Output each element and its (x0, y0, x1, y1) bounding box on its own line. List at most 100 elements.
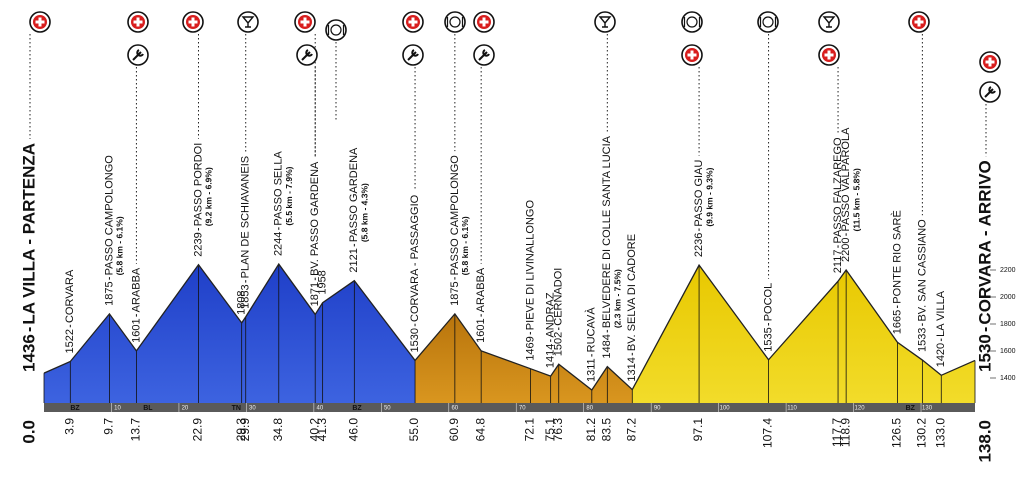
x-tick-label: 100 (720, 406, 731, 412)
point-label: 1875 PASSO CAMPOLONGO (5.8 km - 6.1%) (103, 155, 124, 306)
km-label: 87.2 (624, 418, 638, 442)
elevation-label: 1535 (762, 327, 774, 351)
place-name: BV. SAN CASSIANO (916, 219, 928, 322)
km-label: 40.2 (307, 418, 321, 442)
province-label: TN (232, 405, 241, 412)
x-tick-label: 120 (855, 406, 866, 412)
km-label-group: 41.3 (315, 418, 329, 442)
point-label: 1601 ARABBA (130, 267, 142, 343)
km-label: 13.7 (129, 418, 143, 442)
elevation-label: 1502 (553, 332, 565, 356)
place-name: PASSO GIAU (693, 160, 705, 227)
km-label: 76.3 (551, 418, 565, 442)
service-icon (325, 19, 347, 41)
place-name: PLAN DE SCHIAVANEIS (240, 156, 252, 278)
elevation-label: 1958 (317, 270, 329, 294)
service-icon (444, 11, 466, 33)
km-label: 81.2 (584, 418, 598, 442)
icon-plate (686, 16, 698, 28)
x-tick-label: 10 (114, 406, 121, 412)
place-name: PASSO FALZAREGO (832, 137, 844, 244)
service-icon (237, 11, 259, 33)
km-label: 138.0 (975, 420, 994, 463)
service-icon (818, 11, 840, 33)
place-name: PASSO CAMPOLONGO (103, 155, 115, 276)
icon-cross (824, 53, 834, 57)
y-tick-label: 2200 (1000, 267, 1016, 274)
elevation-label: 1469 (524, 336, 536, 360)
km-label-group: 107.4 (761, 418, 775, 448)
km-label-group: 118.9 (838, 418, 852, 447)
profile-line (43, 262, 976, 391)
elevation-label: 1665 (891, 310, 903, 334)
km-label: 72.1 (523, 418, 537, 442)
km-label: 75.1 (543, 418, 557, 442)
point-label: 1535 POCOL (762, 283, 774, 352)
climb-note: (5.8 km - 6.1%) (115, 216, 125, 275)
point-label: 1853 PLAN DE SCHIAVANEIS (240, 156, 252, 309)
climb-note: (5.8 km - 6.1%) (460, 216, 470, 275)
place-name: CERNADOI (553, 268, 565, 326)
service-icon (979, 81, 1001, 103)
km-label-group: 81.2 (584, 418, 598, 442)
elevation-label: 2200 (840, 238, 852, 262)
area-region (632, 265, 975, 403)
point-label: 2117 PASSO FALZAREGO (832, 137, 844, 273)
province-label: BZ (352, 405, 362, 412)
x-tick-label: 130 (922, 406, 933, 412)
km-label: 130.2 (915, 418, 929, 448)
km-label: 46.0 (347, 418, 361, 442)
elevation-label: 1875 (449, 281, 461, 305)
icon-cross (408, 20, 418, 24)
province-label: BZ (70, 405, 80, 412)
icon-wrench (478, 49, 490, 61)
place-name: BV. SELVA DI CADORE (626, 234, 638, 351)
icon-cutlery (446, 17, 464, 27)
km-label: 34.8 (271, 418, 285, 442)
km-label-group: 29.3 (234, 418, 248, 442)
climb-note: (2.3 km - 7.5%) (613, 269, 623, 328)
province-label: BL (143, 405, 153, 412)
place-name: POCOL (762, 283, 774, 322)
service-icon (979, 51, 1001, 73)
km-label-group: 55.0 (407, 418, 421, 442)
place-name: BELVEDERE DI COLLE SANTA LUCIA (601, 135, 613, 328)
place-name: PASSO VALPAROLA (840, 127, 852, 232)
place-name: ANDRAZ (545, 292, 557, 338)
km-label: 83.5 (599, 418, 613, 442)
place-name: PASSO PORDOI (192, 143, 204, 227)
elevation-label: 2244 (273, 232, 285, 256)
y-tick-label: 1600 (1000, 348, 1016, 355)
point-label: 1436 LA VILLA - PARTENZA (19, 143, 38, 372)
icon-cross (479, 20, 489, 24)
elevation-label: 1853 (240, 284, 252, 308)
elevation-label: 1484 (601, 334, 613, 358)
icon-cross (687, 53, 697, 57)
place-name: LA VILLA (935, 290, 947, 337)
icon-cutlery (683, 17, 701, 27)
point-label: 1311 RUCAVÀ (585, 307, 598, 382)
km-label-group: 87.2 (624, 418, 638, 442)
km-label-group: 46.0 (347, 418, 361, 442)
point-label: 2244 PASSO SELLA (5.5 km - 7.9%) (273, 151, 294, 257)
elevation-label: 1808 (236, 290, 248, 314)
point-label: 1665 PONTE RIO SARÈ (890, 210, 903, 334)
km-label: 64.8 (473, 418, 487, 442)
km-label: 118.9 (838, 418, 852, 447)
elevation-label: 1314 (626, 357, 638, 381)
elevation-label: 2117 (832, 250, 844, 274)
place-name: ARABBA (130, 267, 142, 312)
km-label-group: 22.9 (191, 418, 205, 442)
point-label: 1530 CORVARA - ARRIVO (975, 160, 994, 372)
place-name: ARABBA (475, 267, 487, 312)
service-icon (29, 11, 51, 33)
service-icon (681, 44, 703, 66)
km-label: 55.0 (407, 418, 421, 442)
x-tick-label: 90 (654, 406, 661, 412)
service-icon (182, 11, 204, 33)
elevation-label: 1871 (309, 282, 321, 306)
point-label: 1808 (236, 290, 248, 314)
km-label: 29.9 (238, 418, 252, 442)
icon-wrench (301, 49, 313, 61)
service-icon (818, 44, 840, 66)
